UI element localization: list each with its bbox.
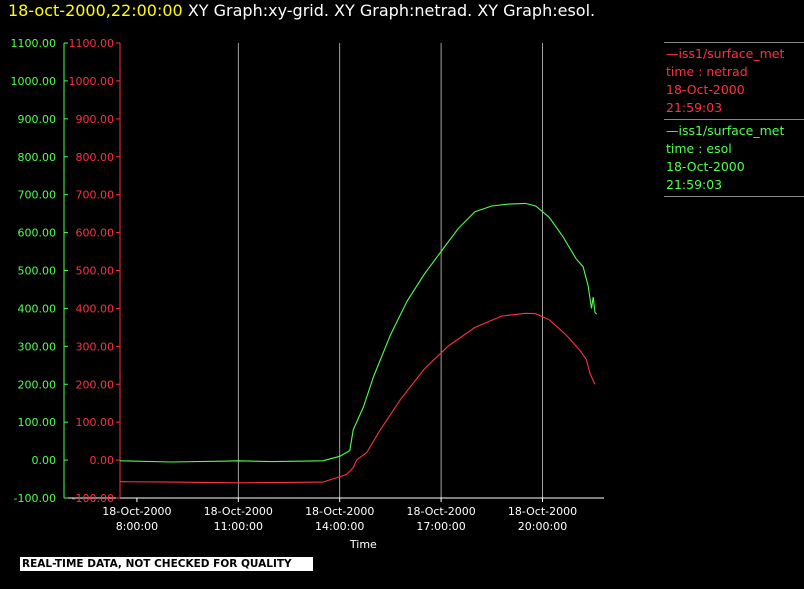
legend-source: —iss1/surface_met: [666, 123, 785, 138]
x-tick-date: 18-Oct-2000: [305, 505, 374, 518]
y-tick-label-netrad: 0.00: [90, 454, 115, 467]
x-tick-date: 18-Oct-2000: [204, 505, 273, 518]
y-tick-label-esol: 200.00: [18, 378, 57, 391]
header-line: 18-oct-2000,22:00:00 XY Graph:xy-grid. X…: [8, 0, 595, 22]
x-tick-time: 14:00:00: [315, 520, 364, 533]
legend-source: —iss1/surface_met: [666, 46, 785, 61]
legend-date: 18-Oct-2000: [666, 82, 745, 97]
x-tick-date: 18-Oct-2000: [508, 505, 577, 518]
x-tick-time: 8:00:00: [116, 520, 158, 533]
y-tick-label-netrad: 800.00: [76, 151, 115, 164]
legend-entry-esol: —iss1/surface_met time : esol 18-Oct-200…: [664, 120, 804, 197]
y-tick-label-esol: 1100.00: [11, 37, 57, 50]
x-axis-label: Time: [349, 538, 377, 551]
y-tick-label-netrad: 200.00: [76, 378, 115, 391]
y-tick-label-esol: 800.00: [18, 151, 57, 164]
y-tick-label-esol: 1000.00: [11, 75, 57, 88]
legend-time: 21:59:03: [666, 177, 723, 192]
y-tick-label-netrad: -100.00: [72, 492, 114, 505]
legend-entry-netrad: —iss1/surface_met time : netrad 18-Oct-2…: [664, 42, 804, 120]
x-tick-time: 20:00:00: [518, 520, 567, 533]
x-tick-time: 11:00:00: [214, 520, 263, 533]
x-tick-time: 17:00:00: [416, 520, 465, 533]
y-tick-label-netrad: 300.00: [76, 340, 115, 353]
y-tick-label-netrad: 600.00: [76, 227, 115, 240]
x-tick-date: 18-Oct-2000: [406, 505, 475, 518]
y-tick-label-esol: 0.00: [32, 454, 57, 467]
legend-time: 21:59:03: [666, 100, 723, 115]
y-tick-label-esol: 600.00: [18, 227, 57, 240]
y-tick-label-esol: -100.00: [14, 492, 56, 505]
y-tick-label-netrad: 1100.00: [69, 37, 115, 50]
legend-variable: time : netrad: [666, 64, 748, 79]
y-tick-label-esol: 400.00: [18, 302, 57, 315]
x-tick-date: 18-Oct-2000: [102, 505, 171, 518]
y-tick-label-netrad: 1000.00: [69, 75, 115, 88]
quality-disclaimer: REAL-TIME DATA, NOT CHECKED FOR QUALITY: [20, 557, 313, 571]
graph-titles: XY Graph:xy-grid. XY Graph:netrad. XY Gr…: [187, 1, 596, 20]
series-line-netrad: [119, 312, 596, 484]
y-tick-label-netrad: 400.00: [76, 302, 115, 315]
y-tick-label-netrad: 700.00: [76, 189, 115, 202]
y-tick-label-esol: 100.00: [18, 416, 57, 429]
y-tick-label-esol: 300.00: [18, 340, 57, 353]
y-tick-label-esol: 700.00: [18, 189, 57, 202]
y-tick-label-netrad: 100.00: [76, 416, 115, 429]
legend-variable: time : esol: [666, 141, 732, 156]
series-line-esol: [119, 202, 598, 463]
legend-date: 18-Oct-2000: [666, 159, 745, 174]
y-tick-label-netrad: 900.00: [76, 113, 115, 126]
timestamp-label: 18-oct-2000,22:00:00: [8, 1, 183, 20]
legend: —iss1/surface_met time : netrad 18-Oct-2…: [664, 42, 804, 197]
y-tick-label-netrad: 500.00: [76, 265, 115, 278]
y-tick-label-esol: 900.00: [18, 113, 57, 126]
y-tick-label-esol: 500.00: [18, 265, 57, 278]
